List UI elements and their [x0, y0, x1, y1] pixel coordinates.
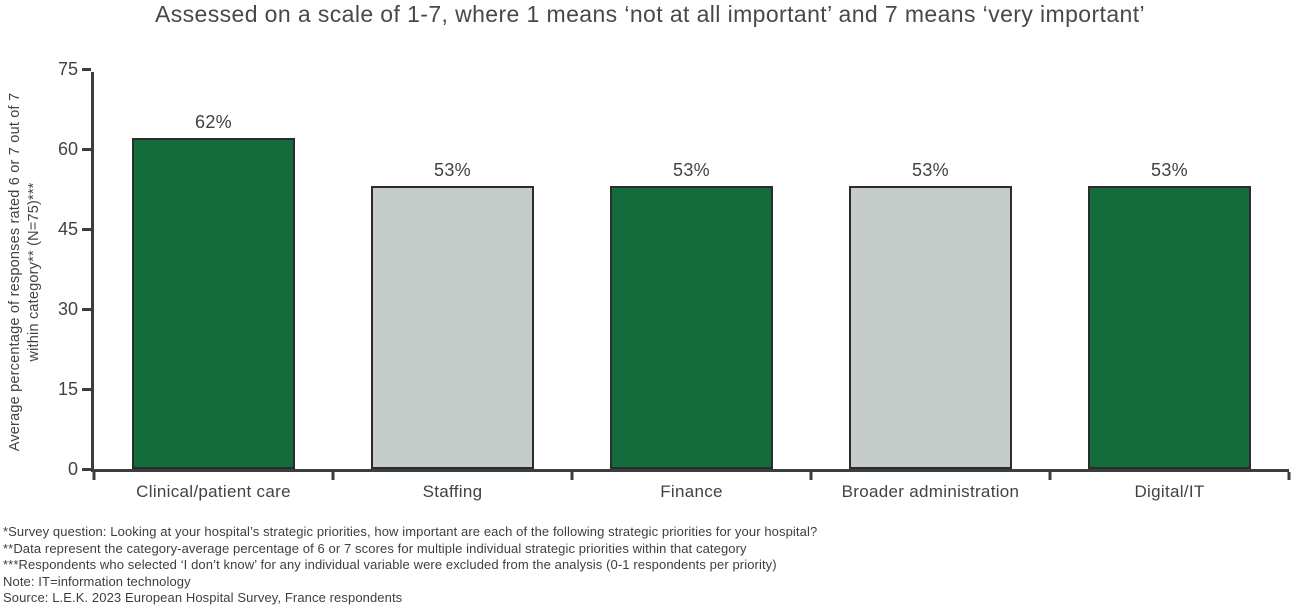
- chart-title: Assessed on a scale of 1-7, where 1 mean…: [154, 1, 1146, 27]
- category-label: Staffing: [422, 482, 483, 501]
- footnote-line: ***Respondents who selected ‘I don’t kno…: [3, 557, 777, 573]
- y-tick-label: 60: [57, 139, 78, 159]
- x-tick-mark: [1287, 472, 1291, 480]
- x-tick-mark: [92, 472, 96, 480]
- footnote-line: Note: IT=information technology: [3, 573, 191, 589]
- bar-value-label: 53%: [1151, 160, 1188, 181]
- category-label: Broader administration: [841, 482, 1020, 501]
- bar: [1088, 186, 1251, 469]
- bar: [371, 186, 534, 469]
- bar: [132, 138, 295, 469]
- y-tick-mark: [82, 147, 91, 151]
- y-tick-label: 15: [57, 379, 78, 399]
- bar-slot: 53%: [811, 72, 1050, 469]
- y-tick-label: 75: [57, 59, 78, 79]
- y-tick-mark: [82, 67, 91, 71]
- y-axis-title-line-1: Average percentage of responses rated 6 …: [7, 92, 23, 452]
- x-tick-mark: [331, 472, 335, 480]
- x-tick-mark: [1048, 472, 1052, 480]
- y-tick-mark: [82, 227, 91, 231]
- y-tick-label: 0: [67, 459, 78, 479]
- y-tick-label: 30: [57, 299, 78, 319]
- y-tick-mark: [82, 307, 91, 311]
- footnote-line: **Data represent the category-average pe…: [3, 540, 747, 556]
- footnote-line: Source: L.E.K. 2023 European Hospital Su…: [3, 590, 403, 606]
- bar-value-label: 53%: [912, 160, 949, 181]
- bar-slot: 53%: [572, 72, 811, 469]
- bar-value-label: 53%: [673, 160, 710, 181]
- bar-slot: 53%: [333, 72, 572, 469]
- x-tick-mark: [809, 472, 813, 480]
- bars-row: 62% 53% 53% 53% 53%: [94, 72, 1289, 469]
- category-label: Finance: [660, 482, 723, 501]
- bar-slot: 53%: [1050, 72, 1289, 469]
- bar-slot: 62%: [94, 72, 333, 469]
- y-axis-title: Average percentage of responses rated 6 …: [2, 62, 48, 482]
- footnotes: *Survey question: Looking at your hospit…: [3, 524, 1103, 607]
- footnote-line: *Survey question: Looking at your hospit…: [3, 524, 818, 539]
- y-tick-mark: [82, 467, 91, 471]
- plot-area: 0 15 30 45 60 75 62% 53% 53% 53% 53% Clinical/pat…: [58, 60, 1291, 501]
- category-labels-row: Clinical/patient care Staffing Finance Broa…: [94, 482, 1289, 502]
- category-label: Digital/IT: [1134, 482, 1205, 501]
- bar: [849, 186, 1012, 469]
- y-tick-mark: [82, 387, 91, 391]
- y-tick-label: 45: [57, 219, 78, 239]
- bar: [610, 186, 773, 469]
- category-label: Clinical/patient care: [136, 482, 291, 501]
- x-tick-mark: [570, 472, 574, 480]
- bar-value-label: 62%: [195, 112, 232, 133]
- bar-value-label: 53%: [434, 160, 471, 181]
